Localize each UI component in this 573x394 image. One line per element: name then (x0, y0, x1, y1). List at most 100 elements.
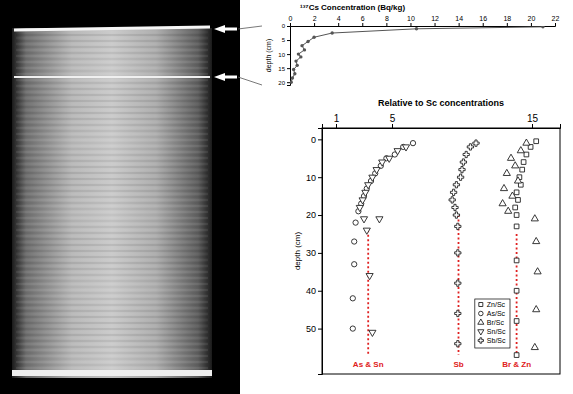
data-point (514, 190, 519, 195)
core-stripe (16, 271, 208, 272)
tick: 16 (479, 15, 487, 26)
data-point (373, 168, 380, 174)
core-stripe (16, 337, 208, 338)
core-stripe (16, 346, 208, 347)
data-point (410, 140, 415, 145)
data-point (359, 198, 366, 204)
legend-label: Br/Sc (487, 319, 505, 326)
y-axis-title: depth (cm) (265, 39, 273, 72)
core-stripe (16, 52, 208, 53)
tick-mark (318, 139, 322, 140)
data-point (514, 177, 521, 183)
tick-label: 8 (385, 15, 389, 22)
tick-mark (287, 82, 290, 83)
data-point (362, 190, 369, 196)
core-stripe (16, 79, 208, 80)
tick: 10 (278, 52, 290, 58)
tick: 10 (306, 173, 322, 183)
core-stripe (16, 88, 208, 89)
tick-mark (435, 23, 436, 26)
tick-mark (318, 291, 322, 292)
core-stripe (16, 295, 208, 296)
core-top-band (14, 27, 210, 30)
legend-marker (478, 319, 484, 324)
core-stripe (16, 166, 208, 167)
core-stripe (16, 175, 208, 176)
core-stripe (16, 307, 208, 308)
connector (238, 77, 262, 85)
tick-label: 50 (306, 324, 316, 334)
data-point (369, 175, 376, 181)
tick-label: 16 (479, 15, 487, 22)
tick-label: 15 (527, 113, 539, 124)
tick-label: 20 (278, 80, 285, 86)
core-stripe (16, 184, 208, 185)
data-point (366, 274, 373, 280)
tick: 5 (282, 37, 290, 43)
core-bottom-band (12, 370, 212, 376)
core-stripe (16, 178, 208, 179)
tick: 1 (334, 113, 340, 128)
axis-line (318, 129, 323, 375)
core-stripe (16, 340, 208, 341)
data-point (353, 220, 358, 225)
chart-title: ¹³⁷Cs Concentration (Bq/kg) (300, 3, 405, 12)
core-stripe (16, 70, 208, 71)
core-stripe (16, 109, 208, 110)
data-point (531, 343, 538, 349)
tick-mark (532, 124, 533, 128)
core-stripe (16, 163, 208, 164)
core-stripe (16, 118, 208, 119)
legend-box (475, 299, 510, 348)
core-stripe (16, 169, 208, 170)
axis-line (291, 23, 556, 27)
tick-label: 30 (306, 248, 316, 258)
core-stripe (16, 145, 208, 146)
chart-title: Relative to Sc concentrations (378, 98, 504, 108)
core-stripe (16, 298, 208, 299)
legend-entry: Zn/Sc (479, 301, 506, 308)
legend-marker (479, 303, 483, 307)
tick-mark (531, 23, 532, 26)
data-point (376, 217, 383, 223)
core-stripe (16, 313, 208, 314)
core-stripe (16, 247, 208, 248)
data-point (306, 40, 309, 43)
core-stripe (16, 94, 208, 95)
data-point (350, 326, 355, 331)
core-stripe (16, 316, 208, 317)
core-stripe (16, 259, 208, 260)
tick-mark (287, 40, 290, 41)
plot-frame (322, 128, 560, 374)
tick-label: 0 (282, 23, 286, 29)
core-stripe (16, 43, 208, 44)
core-stripe (16, 202, 208, 203)
core-stripe (16, 262, 208, 263)
core-stripe (16, 133, 208, 134)
core-stripe (16, 34, 208, 35)
data-point (514, 288, 519, 293)
tick-mark (287, 54, 290, 55)
core-stripe (16, 268, 208, 269)
tick-label: 5 (282, 37, 286, 43)
core-stripe (16, 196, 208, 197)
tick-mark (555, 23, 556, 26)
legend-entry: As/Sc (479, 310, 506, 317)
legend-entry: Br/Sc (478, 319, 505, 326)
core-stripe (16, 226, 208, 227)
core-stripe (16, 322, 208, 323)
core-stripe (16, 232, 208, 233)
core-stripe (16, 100, 208, 101)
data-point (523, 139, 530, 145)
data-point (453, 182, 459, 188)
data-point (533, 237, 540, 243)
data-point (312, 36, 315, 39)
data-point (514, 213, 519, 218)
core-stripe (16, 325, 208, 326)
data-point (505, 207, 512, 213)
axis-line (323, 124, 561, 129)
core-stripe (16, 103, 208, 104)
tick-mark (318, 329, 322, 330)
core-stripe (16, 187, 208, 188)
data-point (293, 72, 296, 75)
